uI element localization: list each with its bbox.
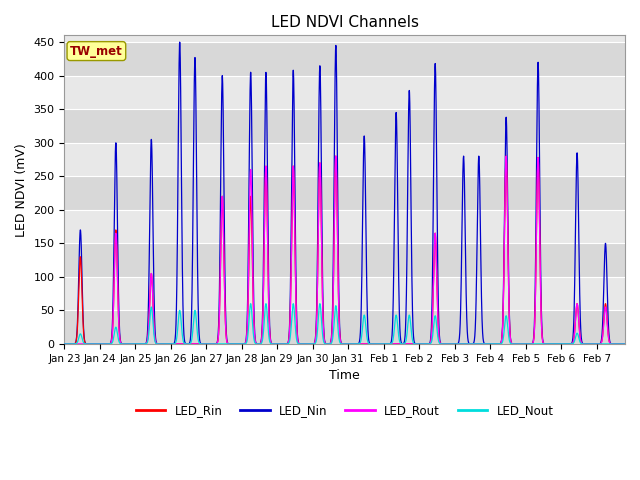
X-axis label: Time: Time bbox=[330, 369, 360, 382]
Title: LED NDVI Channels: LED NDVI Channels bbox=[271, 15, 419, 30]
Bar bbox=[65, 143, 625, 176]
Bar bbox=[65, 277, 625, 311]
Bar bbox=[65, 176, 625, 210]
Bar bbox=[65, 75, 625, 109]
Bar bbox=[65, 311, 625, 344]
Y-axis label: LED NDVI (mV): LED NDVI (mV) bbox=[15, 143, 28, 237]
Text: TW_met: TW_met bbox=[70, 45, 123, 58]
Legend: LED_Rin, LED_Nin, LED_Rout, LED_Nout: LED_Rin, LED_Nin, LED_Rout, LED_Nout bbox=[131, 399, 559, 421]
Bar bbox=[65, 109, 625, 143]
Bar bbox=[65, 210, 625, 243]
Bar bbox=[65, 36, 625, 42]
Bar bbox=[65, 243, 625, 277]
Bar bbox=[65, 42, 625, 75]
